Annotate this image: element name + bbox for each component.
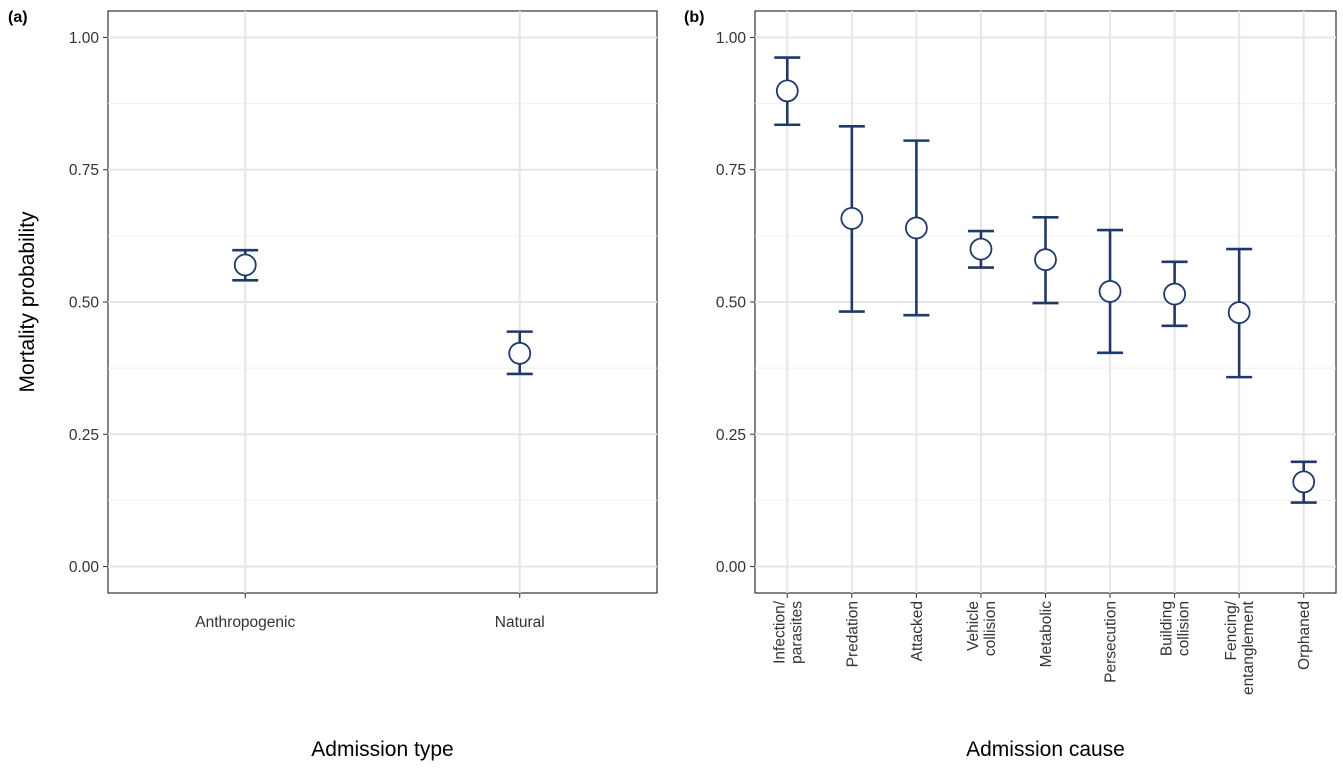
y-tick-label: 0.25 — [69, 427, 99, 444]
panel-b: (b) 0.00 0.25 0.50 0.75 1.00 Infection/parasi… — [684, 9, 1337, 761]
x-tick-label: Predation — [844, 601, 861, 667]
data-point — [775, 79, 799, 103]
x-tick-label: Orphaned — [1296, 601, 1313, 670]
y-tick-label: 0.00 — [69, 559, 100, 576]
x-tick-label: entanglement — [1240, 600, 1257, 695]
panel-a-grid — [108, 11, 657, 593]
x-tick-label: Fencing/ — [1223, 600, 1240, 660]
y-tick-label: 0.50 — [716, 295, 747, 312]
x-tick-label: collision — [982, 601, 999, 656]
y-tick-label: 0.50 — [69, 295, 100, 312]
data-point — [1034, 248, 1057, 272]
panel-b-marks — [774, 56, 1317, 504]
y-tick-label: 1.00 — [716, 30, 747, 47]
x-tick-label: Building — [1159, 601, 1176, 656]
x-tick-label: Infection/ — [771, 600, 788, 664]
panel-a-x-axis-title: Admission type — [311, 738, 453, 761]
data-point — [1163, 282, 1187, 306]
y-tick-label: 0.00 — [716, 559, 747, 576]
x-tick-label: Vehicle — [965, 601, 982, 651]
data-point — [969, 237, 993, 261]
panel-a-y-axis-title: Mortality probability — [16, 211, 39, 392]
panel-a-marks — [232, 248, 533, 376]
y-tick-label: 0.25 — [716, 427, 746, 444]
panel-a: (a) 0.00 0.25 0.50 0.75 1.00 Anthropogenic Nat… — [8, 9, 658, 761]
data-point — [1227, 301, 1251, 324]
panel-a-tag: (a) — [8, 9, 28, 26]
x-tick-label: Metabolic — [1038, 601, 1055, 668]
y-tick-label: 0.75 — [716, 162, 746, 179]
panel-b-tag: (b) — [684, 9, 704, 26]
data-point — [1292, 470, 1316, 494]
y-tick-label: 1.00 — [69, 30, 100, 47]
data-point — [1098, 280, 1122, 303]
x-tick-label: collision — [1176, 601, 1193, 656]
data-point — [508, 341, 532, 365]
panel-b-ticks: 0.00 0.25 0.50 0.75 1.00 Infection/parasites P… — [716, 30, 1313, 695]
data-point — [840, 207, 864, 230]
x-tick-label: Anthropogenic — [195, 614, 295, 631]
data-point — [904, 216, 928, 240]
y-tick-label: 0.75 — [69, 162, 99, 179]
x-tick-label: Natural — [495, 614, 545, 631]
panel-b-x-axis-title: Admission cause — [966, 738, 1125, 761]
x-tick-label: Persecution — [1103, 601, 1120, 683]
x-tick-label: parasites — [788, 601, 805, 664]
data-point — [233, 253, 257, 277]
x-tick-label: Attacked — [909, 601, 926, 661]
panel-a-ticks: 0.00 0.25 0.50 0.75 1.00 Anthropogenic Natural — [69, 30, 545, 631]
